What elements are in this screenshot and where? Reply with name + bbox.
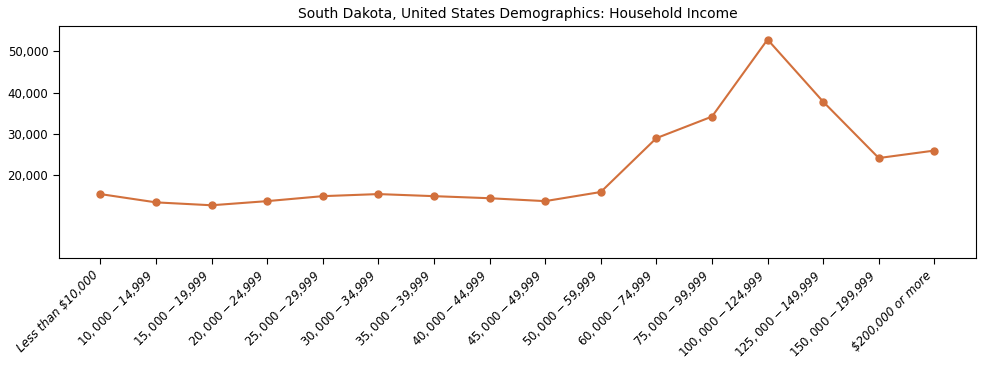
Title: South Dakota, United States Demographics: Household Income: South Dakota, United States Demographics… [298,7,737,21]
